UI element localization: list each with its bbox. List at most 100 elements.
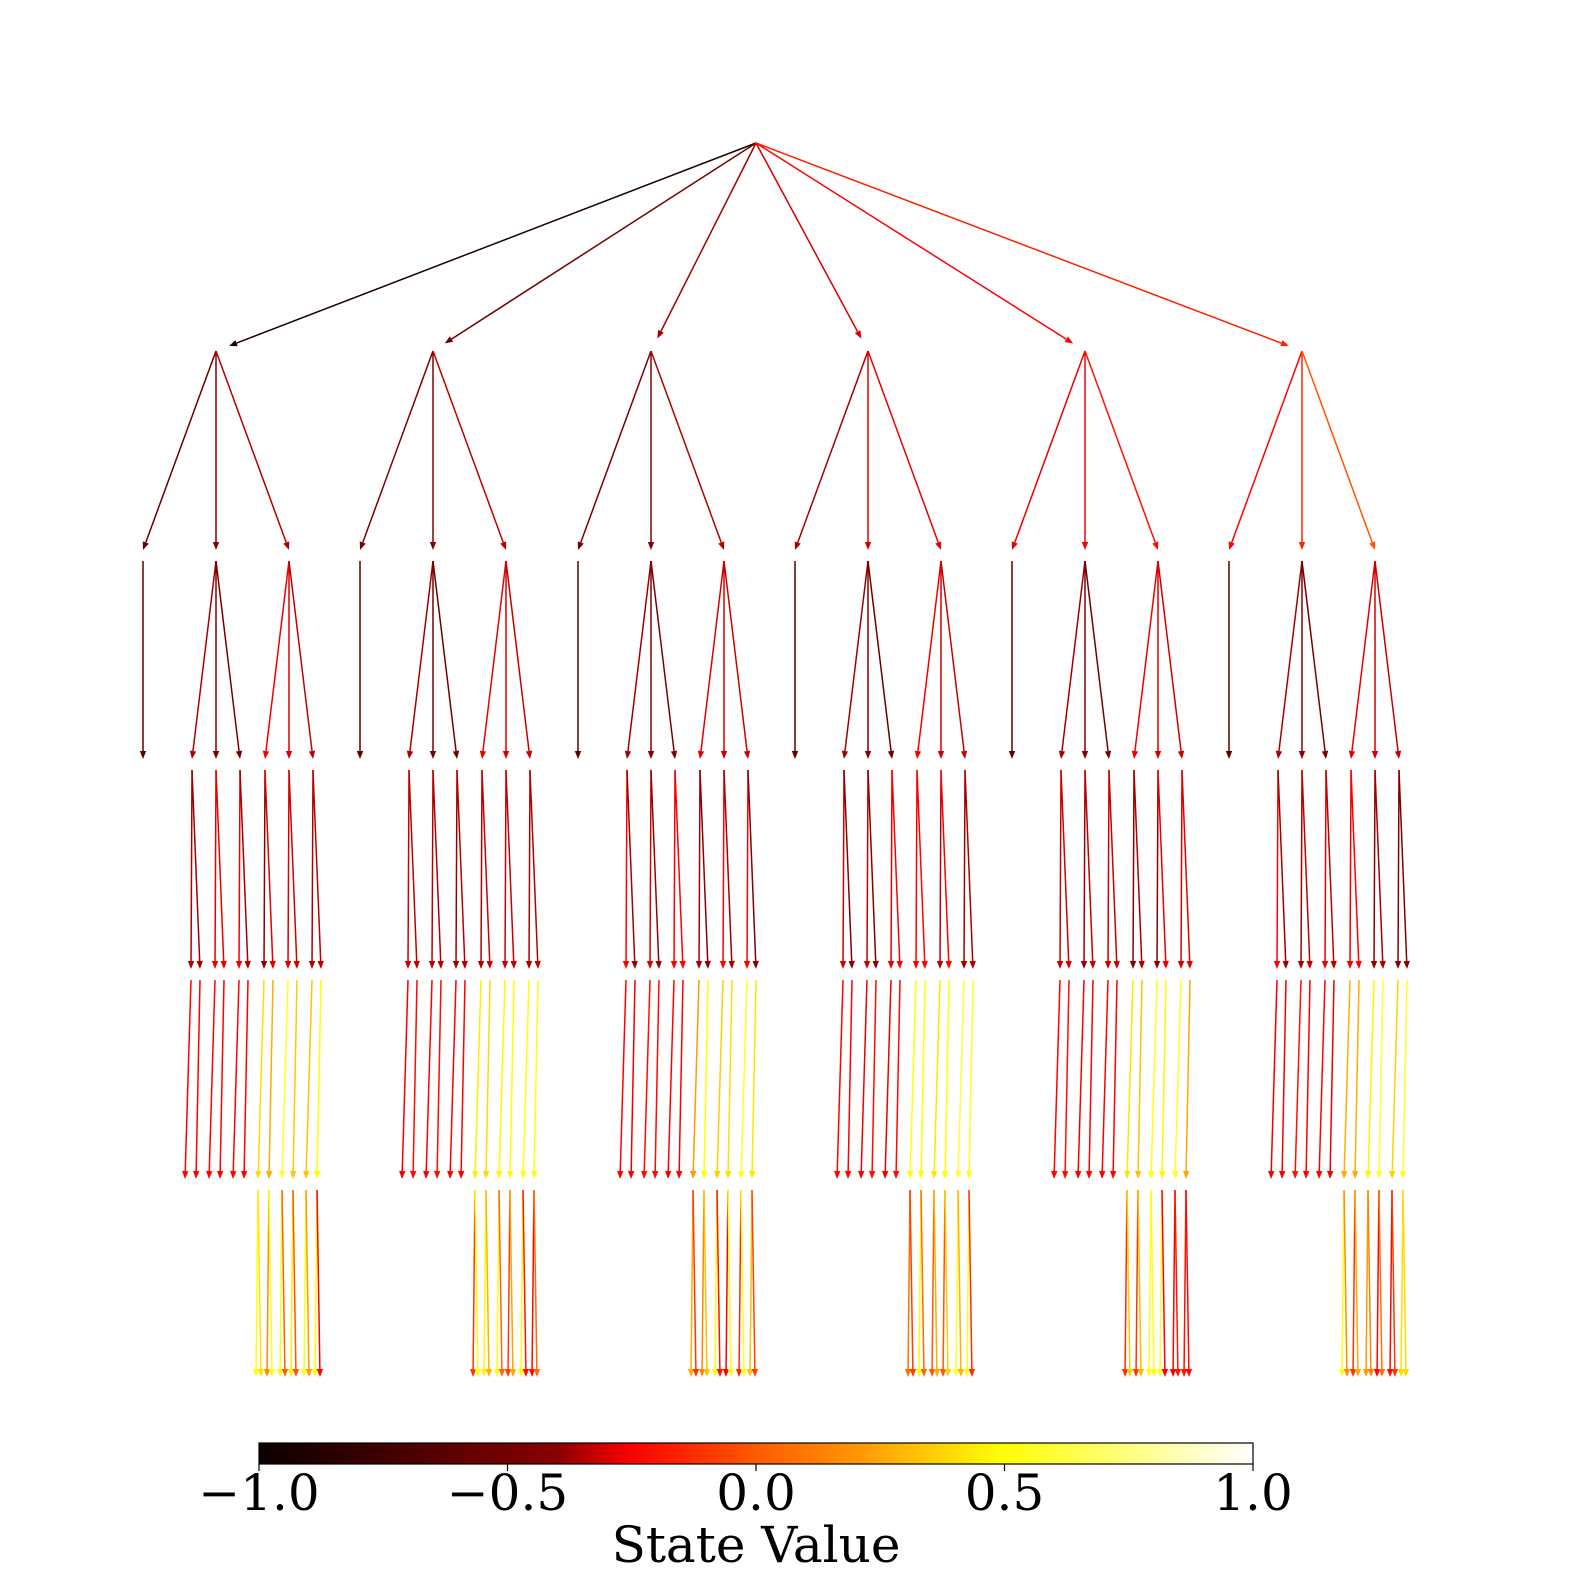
tree-edge-arrow	[257, 1189, 265, 1377]
tree-edge-arrow	[722, 1189, 730, 1377]
tree-edge-arrow	[1341, 979, 1351, 1179]
tree-edge-arrow	[189, 560, 217, 759]
tree-edge-arrow	[187, 769, 195, 969]
tree-edge-arrow	[720, 561, 728, 759]
tree-edge-arrow	[914, 560, 942, 759]
tree-edge-arrow	[687, 1189, 695, 1377]
tree-edge-arrow	[1351, 979, 1360, 1179]
tree-edge-arrow	[429, 561, 437, 759]
tree-edge-arrow	[284, 769, 292, 969]
tree-edge-arrow	[839, 769, 847, 969]
tree-edge-arrow	[289, 979, 298, 1179]
tree-edge-arrow	[429, 351, 437, 550]
tree-edge-arrow	[313, 979, 322, 1179]
tree-edge-arrow	[887, 769, 895, 969]
tree-edge-arrow	[657, 142, 757, 339]
tree-edge-arrow	[920, 1189, 928, 1377]
tree-edge-arrow	[1343, 1189, 1351, 1377]
tree-edge-arrow	[263, 1189, 271, 1377]
tree-edge-arrow	[1075, 979, 1085, 1179]
tree-edge-arrow	[404, 769, 412, 969]
tree-edge-arrow	[747, 769, 759, 969]
tree-edge-arrow	[963, 1189, 971, 1377]
tree-edge-arrow	[529, 769, 541, 969]
tree-edge-arrow	[690, 979, 700, 1179]
tree-edge-arrow	[1108, 769, 1120, 969]
tree-edge-arrow	[1126, 1189, 1134, 1377]
tree-edge-arrow	[1389, 979, 1399, 1179]
tree-edge-arrow	[502, 561, 510, 759]
tree-edges	[139, 142, 1410, 1377]
tree-edge-arrow	[1378, 1189, 1386, 1377]
tree-edge-arrow	[746, 1189, 754, 1377]
tree-edge-arrow	[432, 560, 460, 759]
tree-edge-arrow	[1157, 769, 1169, 969]
tree-edge-arrow	[506, 979, 515, 1179]
tree-edge-arrow	[406, 560, 434, 759]
tree-edge-arrow	[617, 979, 627, 1179]
tree-edge-arrow	[1346, 769, 1354, 969]
tree-edge-arrow	[1157, 560, 1185, 759]
tree-edge-arrow	[530, 979, 539, 1179]
tree-edge-arrow	[481, 769, 493, 969]
tree-edge-arrow	[1371, 561, 1379, 759]
tree-edge-arrow	[1180, 1189, 1188, 1377]
tree-edge-arrow	[1316, 979, 1326, 1179]
tree-edge-arrow	[941, 979, 950, 1179]
tree-edge-arrow	[433, 979, 442, 1179]
tree-edge-arrow	[457, 979, 466, 1179]
tree-edge-arrow	[843, 769, 855, 969]
tree-edge-arrow	[695, 769, 703, 969]
tree-edge-arrow	[841, 560, 869, 759]
tree-edge-arrow	[1153, 769, 1161, 969]
tree-edge-arrow	[1134, 979, 1143, 1179]
tree-edge-arrow	[960, 769, 968, 969]
tree-edge-arrow	[1298, 561, 1306, 759]
tree-edge-arrow	[533, 1189, 541, 1377]
tree-edge-arrow	[1398, 769, 1410, 969]
tree-edge-arrow	[864, 561, 872, 759]
tree-edge-arrow	[255, 979, 265, 1179]
tree-edge-arrow	[647, 561, 655, 759]
tree-edge-arrow	[727, 1189, 735, 1377]
tree-edge-arrow	[474, 1189, 482, 1377]
tree-edge-arrow	[1084, 350, 1159, 550]
tree-edge-arrow	[1394, 769, 1402, 969]
tree-edge-arrow	[714, 979, 724, 1179]
tree-edge-arrow	[192, 979, 201, 1179]
tree-edge-arrow	[501, 769, 509, 969]
tree-edge-arrow	[1326, 979, 1335, 1179]
tree-edge-arrow	[262, 560, 290, 759]
tree-edge-arrow	[1133, 769, 1145, 969]
tree-edge-arrow	[1061, 979, 1070, 1179]
tree-edge-arrow	[1161, 1189, 1169, 1377]
tree-edge-arrow	[916, 769, 928, 969]
tree-edge-arrow	[1056, 769, 1064, 969]
tree-edge-arrow	[359, 350, 434, 550]
tree-edge-arrow	[1374, 560, 1402, 759]
tree-edge-arrow	[264, 769, 276, 969]
tree-edge-arrow	[651, 979, 660, 1179]
tree-edge-arrow	[1081, 561, 1089, 759]
tree-edge-arrow	[525, 769, 533, 969]
tree-edge-arrow	[1373, 1189, 1381, 1377]
tree-edge-arrow	[670, 769, 678, 969]
tree-edge-arrow	[1148, 979, 1158, 1179]
tree-edge-arrow	[428, 769, 436, 969]
tree-edge-arrow	[1374, 769, 1386, 969]
tree-edge-arrow	[740, 1189, 748, 1377]
tree-edge-arrow	[675, 979, 684, 1179]
tree-edge-arrow	[215, 560, 243, 759]
tree-edge-arrow	[1278, 979, 1287, 1179]
tree-edge-arrow	[650, 350, 725, 550]
tree-edge-arrow	[794, 350, 869, 550]
tree-edge-arrow	[191, 769, 203, 969]
tree-edge-arrow	[520, 979, 530, 1179]
tree-edge-arrow	[1350, 769, 1362, 969]
tree-edge-arrow	[928, 1189, 936, 1377]
tree-edge-arrow	[1298, 351, 1306, 550]
tree-edge-arrow	[1399, 979, 1408, 1179]
tree-edge-arrow	[1109, 979, 1118, 1179]
tree-edge-arrow	[432, 350, 507, 550]
tree-edge-arrow	[399, 979, 409, 1179]
